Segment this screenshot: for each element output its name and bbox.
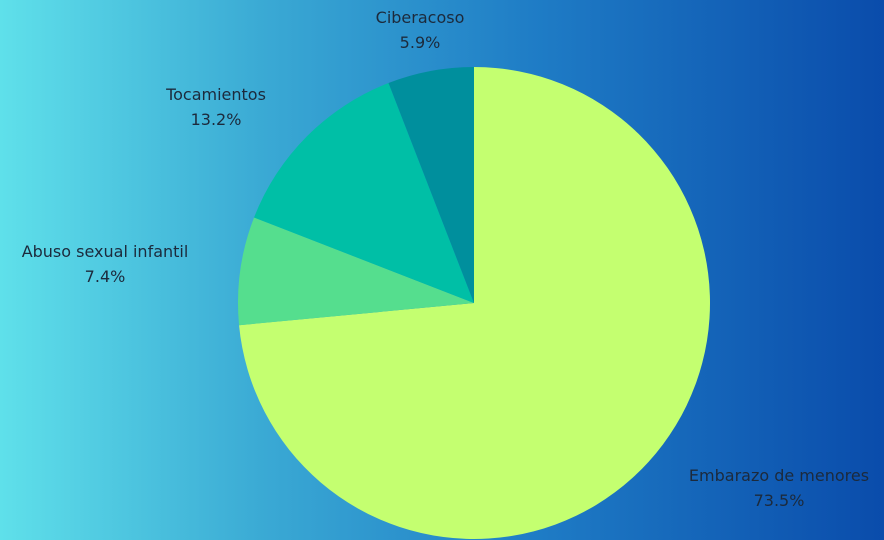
pie-slices	[238, 67, 711, 539]
pie-labels: Embarazo de menores 73.5% Abuso sexual i…	[22, 8, 869, 510]
slice-value-embarazo-de-menores: 73.5%	[754, 491, 805, 510]
slice-name-embarazo-de-menores: Embarazo de menores	[689, 466, 869, 485]
pie-slice-tocamientos	[254, 83, 474, 303]
slice-name-tocamientos: Tocamientos	[165, 85, 266, 104]
slice-name-abuso-sexual-infantil: Abuso sexual infantil	[22, 242, 189, 261]
pie-slice-embarazo-de-menores	[239, 67, 711, 539]
slice-value-abuso-sexual-infantil: 7.4%	[85, 267, 126, 286]
pie-slice-ciberacoso	[388, 67, 474, 303]
slice-value-tocamientos: 13.2%	[191, 110, 242, 129]
slice-name-ciberacoso: Ciberacoso	[376, 8, 465, 27]
slice-value-ciberacoso: 5.9%	[400, 33, 441, 52]
pie-slice-abuso-sexual-infantil	[238, 217, 474, 326]
